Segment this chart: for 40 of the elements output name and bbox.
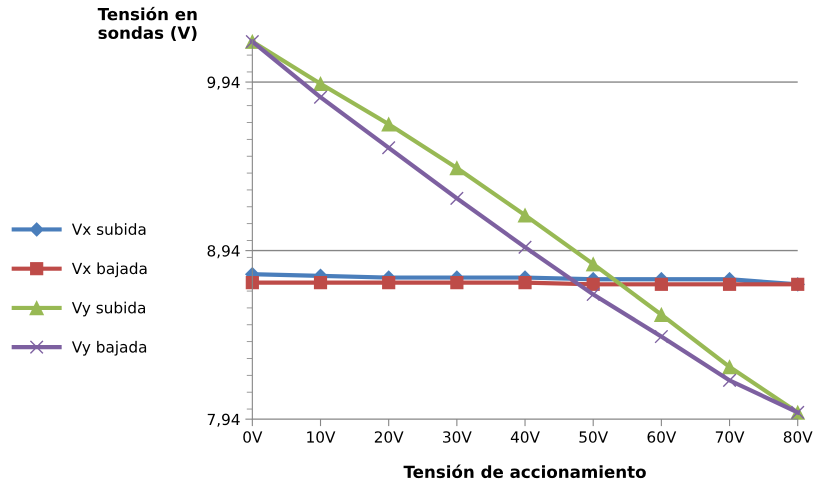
x-tick-label: 30V (443, 431, 472, 443)
point (313, 76, 328, 92)
point (722, 373, 736, 388)
legend-label: Vx bajada (72, 262, 146, 278)
point (518, 276, 532, 290)
point (450, 191, 464, 206)
point (246, 276, 259, 290)
x-tick-label: 50V (579, 431, 608, 443)
point (518, 208, 532, 223)
x-tick-label: 70V (716, 431, 744, 443)
point (382, 140, 396, 155)
point (450, 276, 464, 290)
point (450, 160, 464, 176)
legend-label: Vx subida (72, 223, 146, 236)
y-tick-label: 9,94 (207, 76, 240, 90)
point (586, 256, 600, 272)
point (654, 307, 669, 322)
point (586, 278, 600, 291)
point (314, 276, 328, 290)
point (382, 276, 396, 290)
point (654, 330, 668, 344)
point (654, 278, 668, 291)
x-axis-title: Tensión de accionamiento (404, 464, 646, 478)
x-tick-label: 60V (647, 431, 676, 443)
x-tick-label: 0V (243, 431, 262, 443)
point (586, 287, 600, 302)
point (518, 240, 532, 254)
x-tick-label: 20V (374, 431, 404, 443)
y-axis-title: Tensión en sondas (V) (98, 6, 197, 42)
y-tick-label: 7,94 (208, 414, 240, 427)
y-tick-label: 8,94 (208, 245, 240, 258)
point (722, 360, 737, 374)
x-tick-label: 80V (784, 431, 813, 443)
point (722, 278, 736, 291)
x-tick-label: 10V (307, 431, 336, 443)
point (381, 116, 396, 132)
legend-label: Vy bajada (72, 340, 146, 356)
point (314, 90, 328, 104)
x-tick-label: 40V (510, 431, 540, 443)
legend-label: Vy subida (72, 302, 146, 316)
